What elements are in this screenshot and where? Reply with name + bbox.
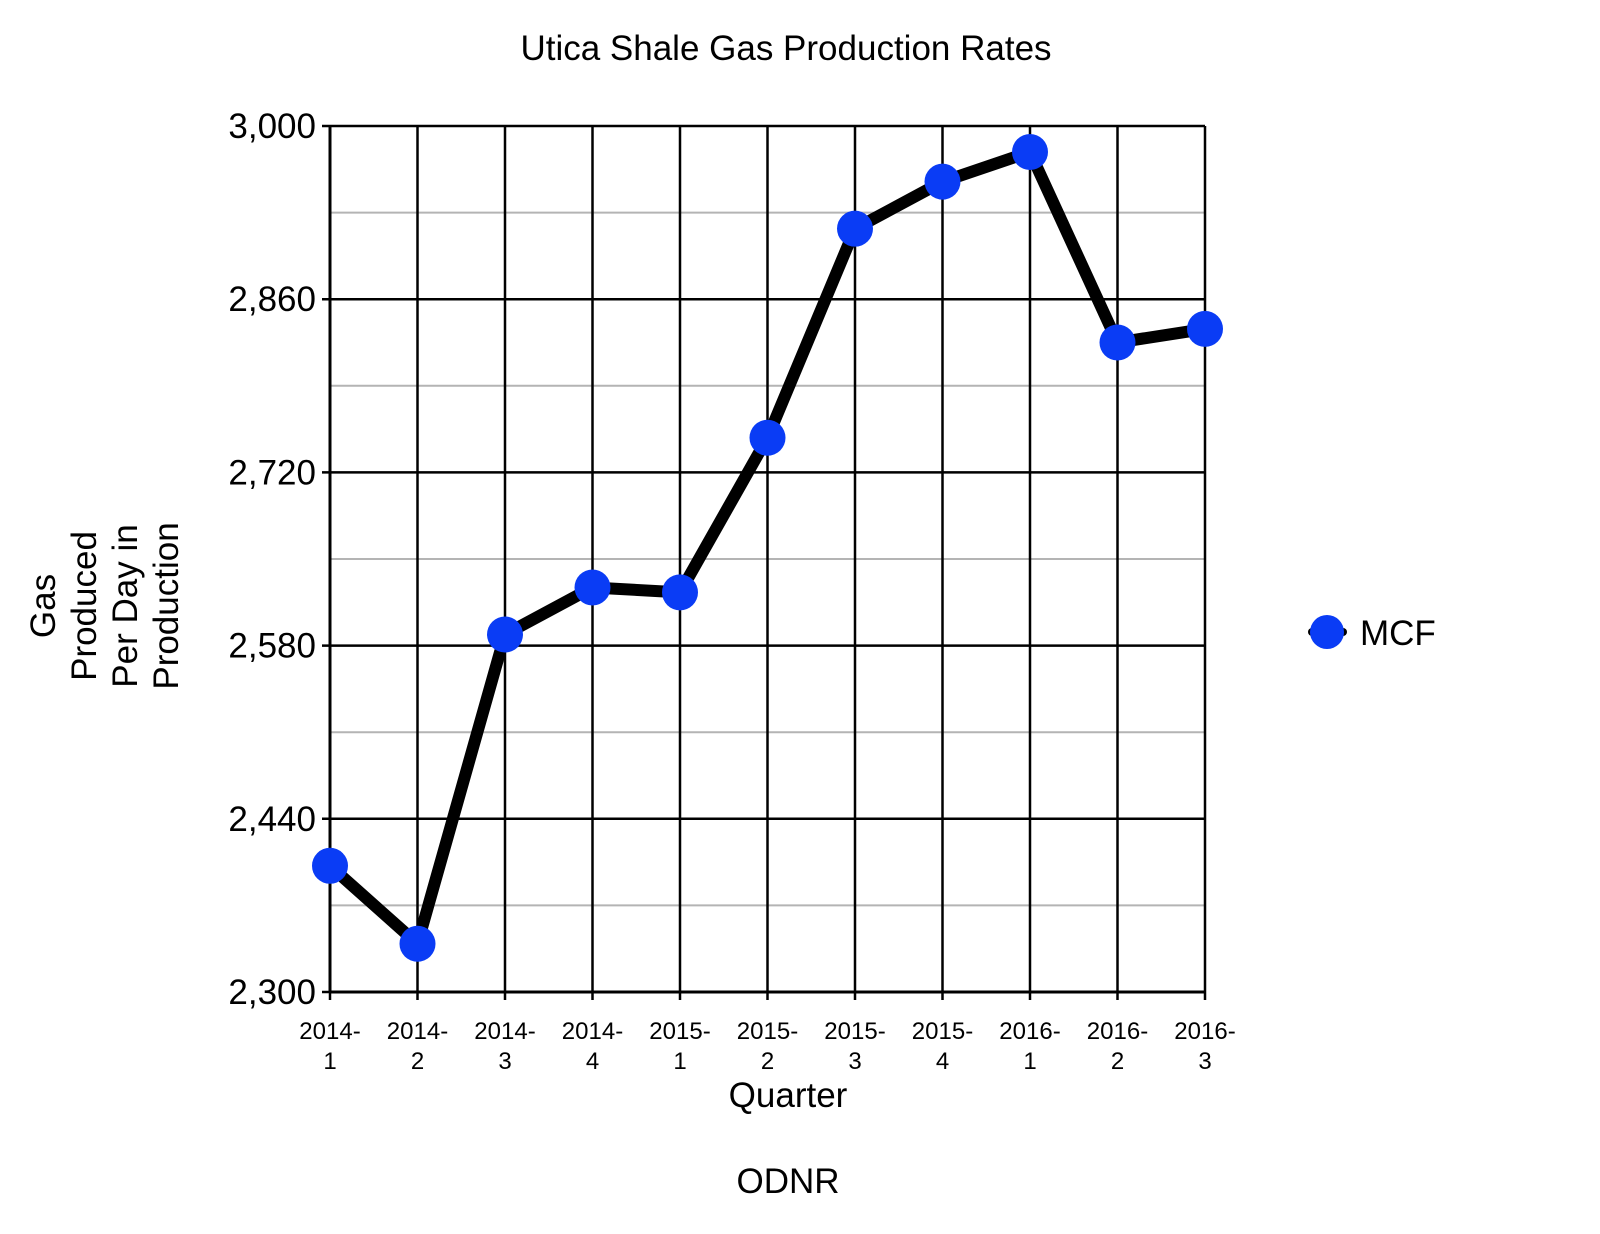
x-tick-labels: 2014-1 2014-2 2014-3 2014-4 2015-1 2015-2 2015… (299, 1018, 1235, 1075)
legend-marker-swatch (1310, 615, 1344, 649)
x-tick-label: 2016-1 (999, 1018, 1060, 1075)
y-tick-label: 2,300 (228, 973, 316, 1012)
x-tick-label: 2016-2 (1087, 1018, 1148, 1075)
y-tick-labels: 2,300 2,440 2,580 2,720 2,860 3,000 (228, 107, 316, 1012)
y-axis-label: GasProducedPer Day inProduction (24, 522, 186, 689)
x-tick-label: 2015-4 (912, 1018, 973, 1075)
data-point (749, 419, 786, 456)
series-mcf (312, 133, 1223, 962)
legend: MCF (1308, 614, 1436, 653)
axes (328, 126, 1205, 994)
x-tick-label: 2015-1 (649, 1018, 710, 1075)
legend-label-mcf: MCF (1360, 614, 1436, 653)
y-tick-label: 2,860 (228, 280, 316, 319)
x-tick-label: 2014-1 (299, 1018, 360, 1075)
data-point (487, 616, 523, 653)
data-point (1099, 324, 1136, 361)
x-axis-label: Quarter (729, 1076, 848, 1115)
x-tick-label: 2015-3 (824, 1018, 885, 1075)
x-tick-label: 2014-2 (387, 1018, 448, 1075)
data-point (399, 925, 436, 962)
data-point (924, 163, 961, 200)
x-tick-label: 2016-3 (1174, 1018, 1235, 1075)
source-label: ODNR (736, 1162, 839, 1201)
x-tick-label: 2015-2 (737, 1018, 798, 1075)
data-point (1012, 133, 1048, 170)
y-tick-label: 2,580 (228, 627, 316, 666)
chart-title: Utica Shale Gas Production Rates (520, 29, 1051, 68)
data-point (1187, 310, 1223, 347)
y-tick-label: 2,440 (228, 800, 316, 839)
y-tick-label: 3,000 (228, 107, 316, 146)
x-tick-label: 2014-4 (562, 1018, 623, 1075)
data-point (312, 847, 348, 884)
data-point (574, 569, 611, 606)
data-point (662, 574, 698, 611)
y-tick-label: 2,720 (228, 453, 316, 492)
x-tick-label: 2014-3 (474, 1018, 535, 1075)
data-point (837, 210, 873, 247)
